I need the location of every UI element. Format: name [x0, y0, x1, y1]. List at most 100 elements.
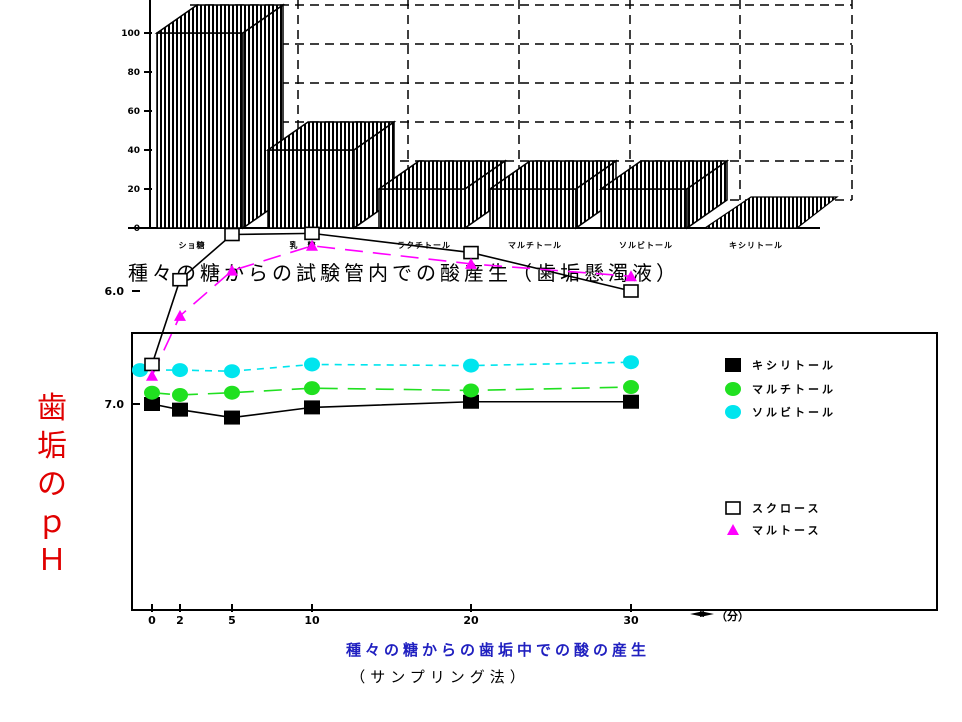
bar-category-label: ソルビトール	[619, 240, 673, 250]
x-unit-text: （分）	[716, 609, 749, 623]
line-y-tick-label: 7.0	[105, 398, 125, 411]
series-2-point	[304, 381, 320, 396]
series-5-point	[306, 239, 318, 251]
bar-category-label: ラクチトール	[397, 240, 451, 250]
series-5-point	[625, 270, 637, 282]
bar-side	[686, 159, 728, 230]
bar-category-label: 乳 糖	[290, 240, 317, 250]
series-1-point	[144, 397, 160, 411]
bar-category-label: ショ糖	[179, 240, 206, 250]
series-3-point	[304, 357, 320, 372]
series-line-4	[151, 232, 632, 365]
bar-chart: 0 20 40 60 80 100 ショ糖 乳 糖 ラクチトール マルチトール ソルビトール キシリ…	[121, 0, 853, 285]
series-line-5	[151, 244, 632, 377]
line-x-tick-label: 10	[304, 614, 320, 627]
series-2-point	[172, 387, 188, 402]
bar-y-tick-label: 60	[127, 107, 140, 117]
legend-swatch	[725, 405, 741, 419]
series-4-point	[144, 357, 160, 372]
line-x-tick-label: 2	[176, 614, 184, 627]
bar-y-tick-label: 80	[127, 68, 140, 78]
bar-category-label: マルチトール	[508, 241, 562, 250]
line-y-axis-label: 歯垢のｐＨ	[37, 391, 67, 578]
legend-label: スクロース	[752, 502, 821, 515]
legend-entry: スクロース	[725, 501, 821, 515]
series-4-point	[172, 272, 188, 287]
series-line-1	[151, 400, 631, 419]
line-x-tick-label: 5	[228, 614, 236, 627]
bar-y-tick-label: 0	[134, 224, 140, 234]
bar-y-ticks: 0 20 40 60 80 100	[121, 29, 152, 234]
series-3-point	[224, 364, 240, 379]
bar-2	[265, 120, 397, 230]
bar-5	[598, 159, 730, 230]
line-x-axis-label: 種々の糖からの歯垢中での酸の産生	[346, 641, 650, 659]
y-label-char: ｐ	[37, 505, 67, 540]
line-plot-frame	[131, 332, 938, 611]
line-y-ticks: 6.0 7.0	[105, 285, 140, 411]
line-chart: 6.07.0 0 2 5 10 20 30 キシリトールマルチトールソルビトールスクロース…	[37, 226, 938, 686]
legend-label: マルトース	[752, 524, 821, 537]
legend-swatch	[725, 358, 741, 372]
bar-6	[703, 196, 839, 229]
bar-front	[378, 188, 466, 229]
series-1-point	[463, 394, 479, 409]
series-line-2	[151, 386, 632, 396]
legend-entry: キシリトール	[725, 358, 836, 372]
bar-3	[376, 159, 508, 230]
series-5-point	[174, 309, 186, 321]
y-label-char: の	[37, 467, 67, 502]
legend-swatch	[727, 524, 739, 535]
y-label-char: Ｈ	[37, 543, 67, 578]
legend-swatch	[725, 382, 741, 396]
line-x-ticks: 0 2 5 10 20 30	[148, 604, 639, 627]
x-unit-label: （分）	[690, 609, 749, 623]
bar-y-tick-label: 40	[127, 146, 140, 156]
line-x-tick-label: 30	[623, 614, 639, 627]
series-3-point	[172, 363, 188, 378]
series-line-3	[140, 361, 632, 373]
bar-front	[600, 188, 688, 229]
series-4-point	[224, 227, 240, 242]
series-2-point	[623, 380, 639, 395]
legend-label: ソルビトール	[752, 405, 836, 419]
bars	[154, 3, 839, 230]
bar-top	[703, 196, 839, 229]
series-4-point	[623, 284, 639, 298]
series-1-point	[172, 402, 188, 417]
legend-entry: マルトース	[727, 524, 821, 537]
series-2-point	[224, 385, 240, 400]
legend-swatch	[725, 501, 741, 515]
series-1-point	[224, 410, 240, 425]
bar-1	[154, 3, 286, 230]
series-1-point	[304, 400, 320, 415]
series-markers	[132, 226, 639, 425]
bar-category-labels: ショ糖 乳 糖 ラクチトール マルチトール ソルビトール キシリトール	[179, 240, 783, 250]
arrow-right-icon	[700, 611, 714, 617]
line-y-tick-label: 6.0	[105, 285, 125, 298]
series-2-point	[463, 383, 479, 398]
bar-category-label: キシリトール	[729, 241, 783, 250]
bar-y-tick-label: 20	[127, 185, 140, 195]
bar-front	[156, 32, 244, 229]
line-subtitle: （サンプリング法）	[350, 668, 530, 686]
y-label-char: 垢	[37, 429, 67, 464]
legend-label: マルチトール	[752, 383, 836, 396]
bar-front	[267, 149, 355, 229]
bar-4	[487, 159, 619, 230]
line-x-tick-label: 0	[148, 614, 156, 627]
y-label-char: 歯	[37, 391, 67, 426]
series-5-point	[146, 369, 158, 381]
line-x-tick-label: 20	[463, 614, 479, 627]
series-1-point	[623, 394, 639, 409]
legend-entry: ソルビトール	[725, 405, 836, 419]
legend-entry: マルチトール	[725, 382, 836, 396]
series-4-point	[304, 226, 320, 241]
series-5-point	[226, 264, 238, 276]
legend-label: キシリトール	[752, 359, 836, 372]
bar-front	[489, 188, 577, 229]
series-5-point	[465, 257, 477, 269]
series-3-point	[463, 358, 479, 373]
